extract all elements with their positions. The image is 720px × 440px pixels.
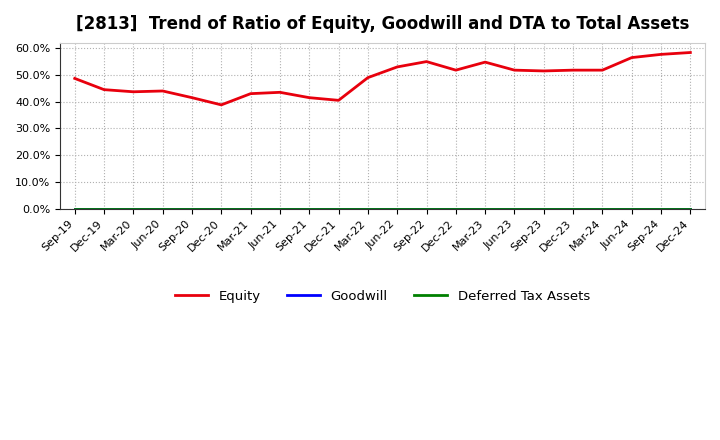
Goodwill (393, 206, 402, 211)
Goodwill (481, 206, 490, 211)
Equity (276, 90, 284, 95)
Equity (510, 67, 519, 73)
Deferred Tax Assets (539, 206, 548, 211)
Equity (100, 87, 109, 92)
Deferred Tax Assets (364, 206, 372, 211)
Equity (451, 67, 460, 73)
Title: [2813]  Trend of Ratio of Equity, Goodwill and DTA to Total Assets: [2813] Trend of Ratio of Equity, Goodwil… (76, 15, 689, 33)
Deferred Tax Assets (627, 206, 636, 211)
Equity (364, 75, 372, 80)
Equity (539, 68, 548, 73)
Goodwill (510, 206, 519, 211)
Goodwill (657, 206, 665, 211)
Equity (71, 76, 79, 81)
Equity (569, 67, 577, 73)
Goodwill (100, 206, 109, 211)
Line: Equity: Equity (75, 52, 690, 105)
Goodwill (569, 206, 577, 211)
Equity (657, 52, 665, 57)
Deferred Tax Assets (71, 206, 79, 211)
Equity (422, 59, 431, 64)
Deferred Tax Assets (569, 206, 577, 211)
Deferred Tax Assets (305, 206, 314, 211)
Deferred Tax Assets (100, 206, 109, 211)
Equity (129, 89, 138, 95)
Equity (305, 95, 314, 100)
Goodwill (686, 206, 695, 211)
Goodwill (246, 206, 255, 211)
Deferred Tax Assets (188, 206, 197, 211)
Equity (481, 59, 490, 65)
Legend: Equity, Goodwill, Deferred Tax Assets: Equity, Goodwill, Deferred Tax Assets (170, 285, 595, 308)
Goodwill (598, 206, 607, 211)
Equity (246, 91, 255, 96)
Deferred Tax Assets (276, 206, 284, 211)
Goodwill (627, 206, 636, 211)
Deferred Tax Assets (481, 206, 490, 211)
Deferred Tax Assets (451, 206, 460, 211)
Goodwill (276, 206, 284, 211)
Deferred Tax Assets (158, 206, 167, 211)
Equity (393, 64, 402, 70)
Goodwill (539, 206, 548, 211)
Goodwill (129, 206, 138, 211)
Goodwill (364, 206, 372, 211)
Goodwill (305, 206, 314, 211)
Equity (188, 95, 197, 100)
Deferred Tax Assets (598, 206, 607, 211)
Equity (627, 55, 636, 60)
Equity (334, 98, 343, 103)
Goodwill (451, 206, 460, 211)
Deferred Tax Assets (217, 206, 225, 211)
Deferred Tax Assets (334, 206, 343, 211)
Equity (158, 88, 167, 94)
Deferred Tax Assets (686, 206, 695, 211)
Goodwill (334, 206, 343, 211)
Equity (217, 102, 225, 107)
Goodwill (422, 206, 431, 211)
Equity (686, 50, 695, 55)
Deferred Tax Assets (422, 206, 431, 211)
Deferred Tax Assets (129, 206, 138, 211)
Deferred Tax Assets (246, 206, 255, 211)
Deferred Tax Assets (510, 206, 519, 211)
Goodwill (158, 206, 167, 211)
Deferred Tax Assets (657, 206, 665, 211)
Goodwill (71, 206, 79, 211)
Goodwill (217, 206, 225, 211)
Goodwill (188, 206, 197, 211)
Equity (598, 67, 607, 73)
Deferred Tax Assets (393, 206, 402, 211)
